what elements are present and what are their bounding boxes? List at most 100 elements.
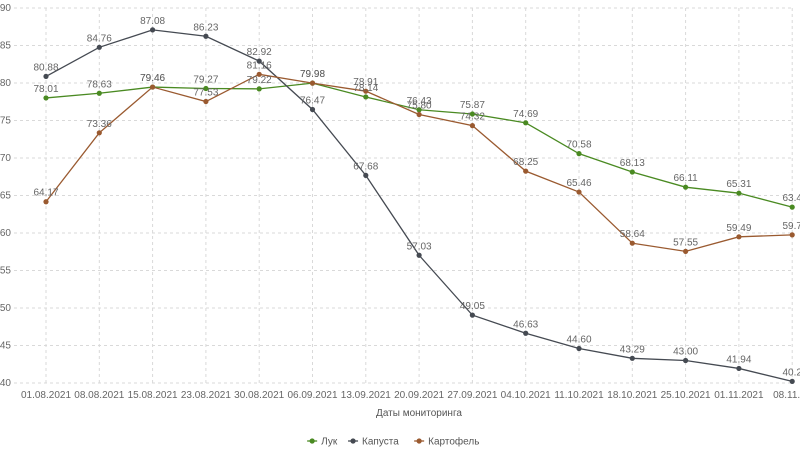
data-point — [576, 151, 582, 157]
data-label: 59.49 — [726, 223, 751, 234]
data-label: 76.43 — [407, 96, 432, 107]
data-label: 76.47 — [300, 95, 325, 106]
data-point — [789, 378, 795, 384]
data-label: 74.69 — [513, 109, 538, 120]
data-point — [363, 88, 369, 94]
legend-swatch-marker — [416, 438, 422, 444]
x-tick-label: 25.10.2021 — [661, 390, 711, 401]
legend-label: Капуста — [362, 437, 399, 448]
data-point — [416, 107, 422, 113]
data-label: 57.55 — [673, 237, 698, 248]
data-point — [416, 111, 422, 118]
data-label: 40.2 — [782, 367, 800, 378]
data-point — [256, 71, 262, 77]
data-label: 79.27 — [193, 74, 218, 85]
data-point — [96, 90, 102, 96]
data-label: 78.63 — [87, 79, 112, 90]
data-label: 59.7 — [782, 221, 800, 232]
data-point — [416, 252, 422, 258]
data-label: 68.25 — [513, 157, 538, 168]
data-point — [469, 312, 475, 318]
x-axis-title: Даты мониторинга — [376, 408, 462, 419]
data-label: 78.01 — [33, 84, 58, 95]
x-tick-label: 01.11.2021 — [714, 390, 764, 401]
data-point — [469, 111, 475, 117]
y-tick-label: 55 — [0, 266, 11, 277]
data-label: 74.32 — [460, 112, 485, 123]
data-label: 82.92 — [247, 47, 272, 58]
grid-lines — [14, 7, 793, 384]
data-label: 79.98 — [300, 69, 325, 80]
data-label: 75.87 — [460, 100, 485, 111]
data-label: 65.31 — [726, 179, 751, 190]
y-tick-label: 40 — [0, 378, 11, 389]
x-tick-label: 18.10.2021 — [607, 390, 657, 401]
data-label: 86.23 — [193, 22, 218, 33]
data-point — [683, 357, 689, 364]
x-tick-label: 06.09.2021 — [287, 390, 337, 401]
data-point — [43, 95, 49, 101]
x-tick-label: 04.10.2021 — [501, 390, 551, 401]
data-label: 79.46 — [140, 73, 165, 84]
data-label: 78.14 — [353, 83, 378, 94]
y-axis-tick-labels: 40 45 50 55 60 65 70 75 80 85 90 — [0, 3, 11, 389]
y-tick-label: 70 — [0, 153, 11, 164]
data-label: 84.76 — [87, 33, 112, 44]
data-point — [523, 330, 529, 336]
data-point — [736, 365, 742, 372]
data-point — [736, 234, 742, 240]
x-tick-label: 27.09.2021 — [447, 390, 497, 401]
x-tick-label: 13.09.2021 — [341, 390, 391, 401]
data-label: 64.17 — [33, 188, 58, 199]
data-label: 46.63 — [513, 319, 538, 330]
data-label: 77.53 — [193, 88, 218, 99]
data-point — [736, 190, 742, 196]
y-tick-label: 45 — [0, 341, 11, 352]
data-label: 80.88 — [33, 62, 58, 73]
legend: Лук Капуста Картофель — [307, 436, 479, 448]
data-label: 58.64 — [620, 229, 645, 240]
data-point — [576, 345, 582, 352]
data-point — [629, 240, 635, 246]
data-point — [150, 27, 156, 33]
data-label: 67.68 — [353, 161, 378, 172]
y-tick-label: 65 — [0, 191, 11, 202]
data-point — [96, 130, 102, 136]
y-tick-label: 85 — [0, 41, 11, 52]
data-point — [309, 106, 316, 113]
data-point — [43, 73, 49, 79]
data-point — [43, 199, 49, 205]
x-axis-tick-labels: 01.08.2021 08.08.2021 15.08.2021 23.08.2021… — [21, 390, 800, 401]
data-point — [683, 248, 689, 254]
x-tick-label: 20.09.2021 — [394, 390, 444, 401]
data-point — [309, 80, 316, 86]
y-tick-label: 50 — [0, 303, 11, 314]
data-label: 68.13 — [620, 158, 645, 169]
legend-label: Лук — [321, 437, 338, 448]
data-label: 78.91 — [353, 77, 378, 88]
data-point — [523, 120, 529, 126]
data-point — [203, 85, 209, 92]
data-label: 57.03 — [407, 241, 432, 252]
data-label: 43.00 — [673, 347, 698, 358]
legend-swatch-marker — [350, 438, 356, 444]
data-label: 41.94 — [726, 354, 751, 365]
data-label: 87.08 — [140, 16, 165, 27]
data-point — [96, 44, 102, 50]
data-label: 65.46 — [566, 178, 591, 189]
x-tick-label: 11.10.2021 — [554, 390, 604, 401]
data-label: 44.60 — [566, 335, 591, 346]
data-point — [789, 204, 795, 210]
data-point — [150, 84, 156, 90]
x-tick-label: 08.11.20 — [773, 390, 800, 401]
data-label: 63.4 — [782, 193, 800, 204]
y-tick-label: 60 — [0, 228, 11, 239]
x-tick-label: 08.08.2021 — [74, 390, 124, 401]
data-point — [469, 123, 475, 129]
data-point — [363, 94, 369, 100]
series-points — [43, 27, 795, 384]
data-label: 81.16 — [247, 60, 272, 71]
data-point — [256, 58, 262, 64]
data-label: 49.05 — [460, 301, 485, 312]
